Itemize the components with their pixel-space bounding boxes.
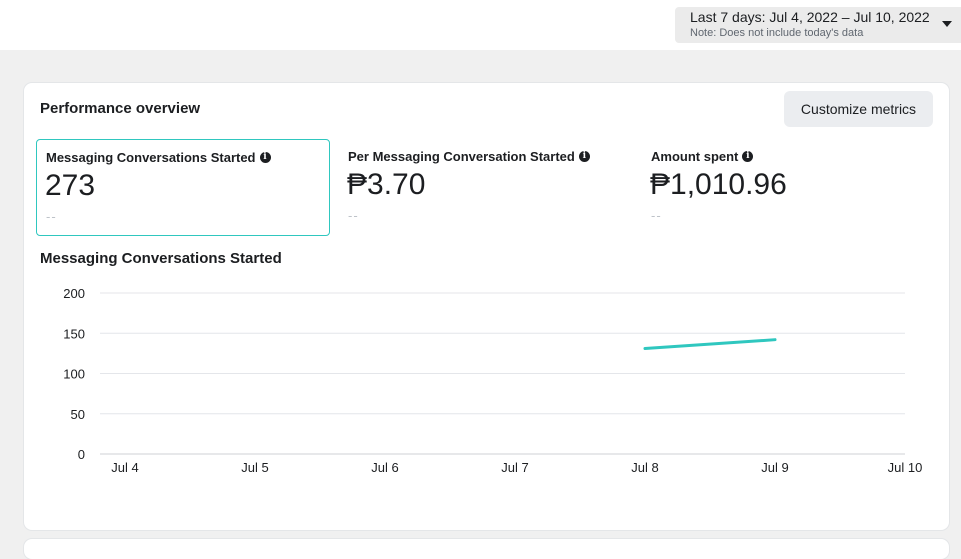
metric-label-row: Amount spent i: [651, 149, 754, 164]
y-tick-label: 0: [78, 447, 85, 462]
info-icon[interactable]: i: [578, 151, 590, 162]
next-card: [24, 539, 949, 559]
info-icon[interactable]: i: [742, 151, 754, 162]
metric-comparison: --: [348, 208, 359, 223]
info-icon[interactable]: i: [259, 152, 271, 163]
metric-comparison: --: [46, 209, 57, 224]
y-tick-label: 200: [63, 286, 85, 301]
metric-label: Per Messaging Conversation Started: [348, 149, 575, 164]
x-tick-label: Jul 9: [761, 460, 788, 475]
metric-card-cost-per-conversation[interactable]: Per Messaging Conversation Started i ₱3.…: [339, 139, 633, 236]
top-bar: Last 7 days: Jul 4, 2022 – Jul 10, 2022 …: [0, 0, 961, 50]
metric-label: Messaging Conversations Started: [46, 150, 256, 165]
metric-value: ₱3.70: [347, 168, 426, 201]
x-tick-label: Jul 4: [111, 460, 138, 475]
x-tick-label: Jul 8: [631, 460, 658, 475]
x-tick-label: Jul 7: [501, 460, 528, 475]
metric-comparison: --: [651, 208, 662, 223]
metric-label-row: Per Messaging Conversation Started i: [348, 149, 590, 164]
card-title: Performance overview: [40, 100, 201, 117]
y-tick-label: 100: [63, 367, 85, 382]
metric-label: Amount spent: [651, 149, 739, 164]
metric-value: ₱1,010.96: [650, 168, 787, 201]
x-tick-label: Jul 6: [371, 460, 398, 475]
date-range-note: Note: Does not include today's data: [690, 27, 864, 39]
chart-title: Messaging Conversations Started: [40, 250, 282, 267]
performance-overview-card: Performance overview Customize metrics M…: [24, 83, 949, 530]
x-tick-label: Jul 10: [888, 460, 923, 475]
metric-card-amount-spent[interactable]: Amount spent i ₱1,010.96 --: [642, 139, 936, 236]
series-line: [643, 338, 777, 351]
y-tick-label: 50: [71, 407, 85, 422]
metric-value: 273: [45, 169, 96, 202]
date-range-label: Last 7 days: Jul 4, 2022 – Jul 10, 2022: [690, 9, 930, 25]
line-chart: 0 50 100 150 200 Jul 4 Jul 5 Jul 6 Jul 7 Jul 8 Jul…: [63, 286, 923, 475]
date-range-dropdown[interactable]: Last 7 days: Jul 4, 2022 – Jul 10, 2022 …: [675, 7, 961, 43]
x-tick-label: Jul 5: [241, 460, 268, 475]
metric-label-row: Messaging Conversations Started i: [46, 150, 271, 165]
metric-card-conversations[interactable]: Messaging Conversations Started i 273 --: [36, 139, 330, 236]
caret-down-icon: [942, 21, 952, 27]
customize-metrics-button[interactable]: Customize metrics: [784, 91, 933, 127]
y-tick-label: 150: [63, 326, 85, 341]
